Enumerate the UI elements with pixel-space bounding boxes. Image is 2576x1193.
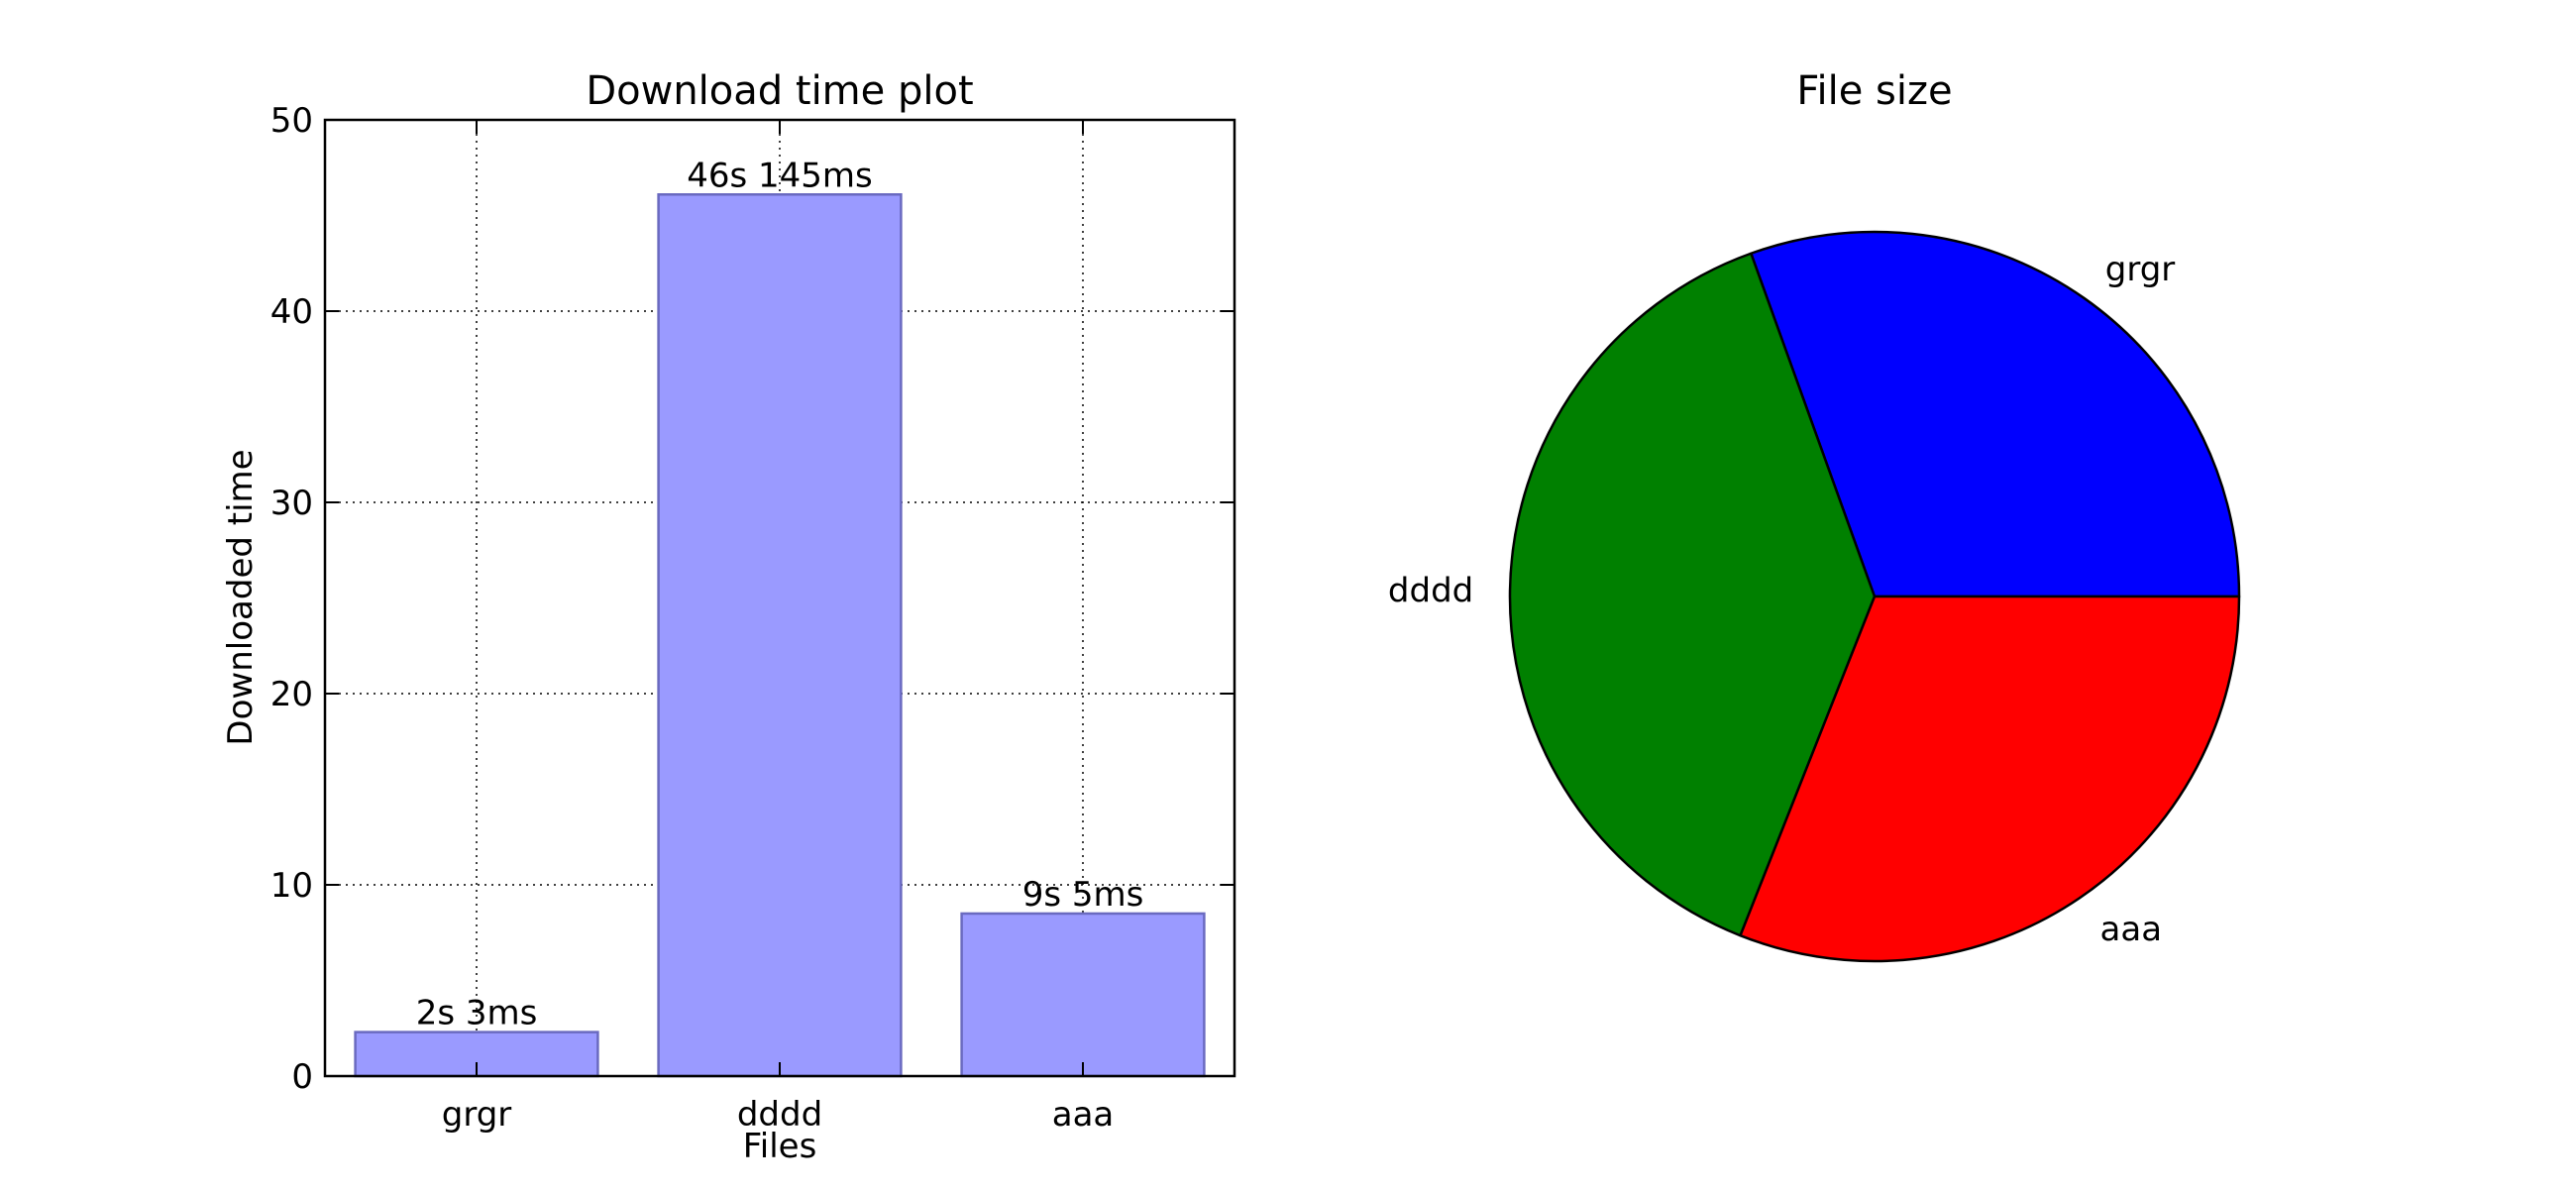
bar-y-tick-label: 10 — [270, 866, 313, 906]
bar-x-tick-label: grgr — [442, 1095, 512, 1135]
bar-series — [354, 193, 1206, 1078]
bar-x-axis-label: Files — [743, 1127, 817, 1166]
bar-data-label: 46s 145ms — [687, 156, 873, 195]
pie-slice-label: dddd — [1388, 572, 1473, 611]
bar-data-label: 2s 3ms — [416, 994, 538, 1033]
pie-slice-label: aaa — [2100, 910, 2163, 949]
pie-labels: grgr dddd aaa — [1388, 250, 2175, 949]
pie-slice — [1739, 595, 2241, 963]
pie-slice-label: grgr — [2105, 250, 2176, 289]
bar-y-tick-label: 20 — [270, 675, 313, 714]
pie-chart: File size grgr dddd aaa — [1388, 68, 2241, 963]
bar — [960, 912, 1206, 1078]
bar-data-label: 9s 5ms — [1022, 875, 1144, 915]
bar-y-axis-label: Downloaded time — [221, 449, 261, 745]
pie-chart-title: File size — [1796, 68, 1952, 114]
pie-slice — [1508, 252, 1877, 937]
bar-y-tick-label: 40 — [270, 292, 313, 332]
bar-x-tick-label: dddd — [737, 1095, 822, 1135]
bar-y-tick-label: 30 — [270, 484, 313, 523]
bar-grid — [325, 120, 1234, 1076]
bar — [657, 193, 903, 1078]
bar-chart-title: Download time plot — [586, 68, 973, 114]
pie-slice — [1750, 230, 2241, 598]
bar-chart: Download time plot 2s 3ms 46s 145ms 9s 5ms… — [221, 68, 1236, 1166]
bar-x-axis-ticks: grgr dddd aaa — [442, 120, 1115, 1135]
bar-y-tick-label: 50 — [270, 101, 313, 141]
bar-x-tick-label: aaa — [1052, 1095, 1115, 1135]
bar-y-tick-label: 0 — [291, 1057, 313, 1097]
bar-y-axis-ticks: 0 10 20 30 40 50 — [270, 101, 1234, 1097]
pie-slices — [1508, 230, 2241, 963]
bar-data-labels: 2s 3ms 46s 145ms 9s 5ms — [416, 156, 1144, 1032]
